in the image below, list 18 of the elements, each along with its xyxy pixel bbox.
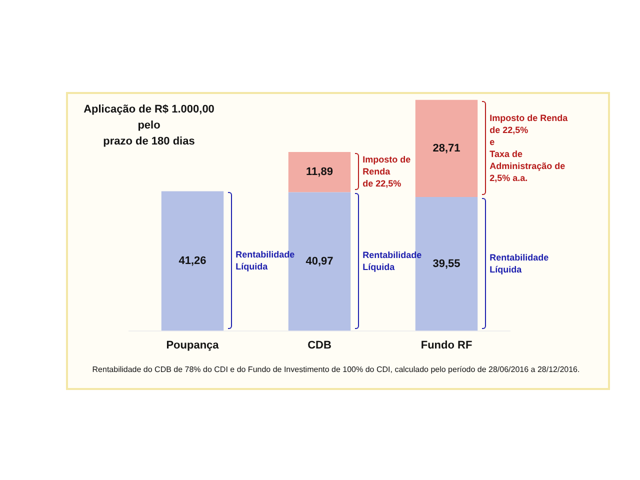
text: Rentabilidade do CDB de 78% do CDI e do Fundo de Investimento de 100% do CDI, calculado pelo período de 28/06/2016 a 28/12/2016. (92, 365, 580, 374)
data-label: 11,89 (306, 166, 333, 178)
data-label: 41,26 (178, 255, 206, 268)
data-label: 40,97 (306, 256, 334, 268)
annotation: Imposto de Renda de 22,5% (362, 154, 411, 189)
bar (415, 100, 478, 198)
annotation: Rentabilidade Líquida (362, 250, 422, 272)
x-tick-label: Poupança (166, 339, 220, 352)
text: Aplicação de R$ 1.000,00 pelo prazo de 180 dias (84, 104, 214, 148)
x-tick-label: Fundo RF (420, 339, 472, 352)
bar (288, 152, 351, 192)
bar (161, 191, 224, 331)
annotation: Rentabilidade Líquida (490, 252, 549, 274)
annotation: Imposto de Renda de 22,5% e Taxa de Administração de 2,5% a.a. (490, 112, 569, 183)
x-tick-label: CDB (308, 339, 332, 352)
data-label: 39,55 (432, 258, 460, 270)
data-label: 28,71 (432, 142, 460, 154)
annotation: Rentabilidade Líquida (236, 249, 295, 272)
